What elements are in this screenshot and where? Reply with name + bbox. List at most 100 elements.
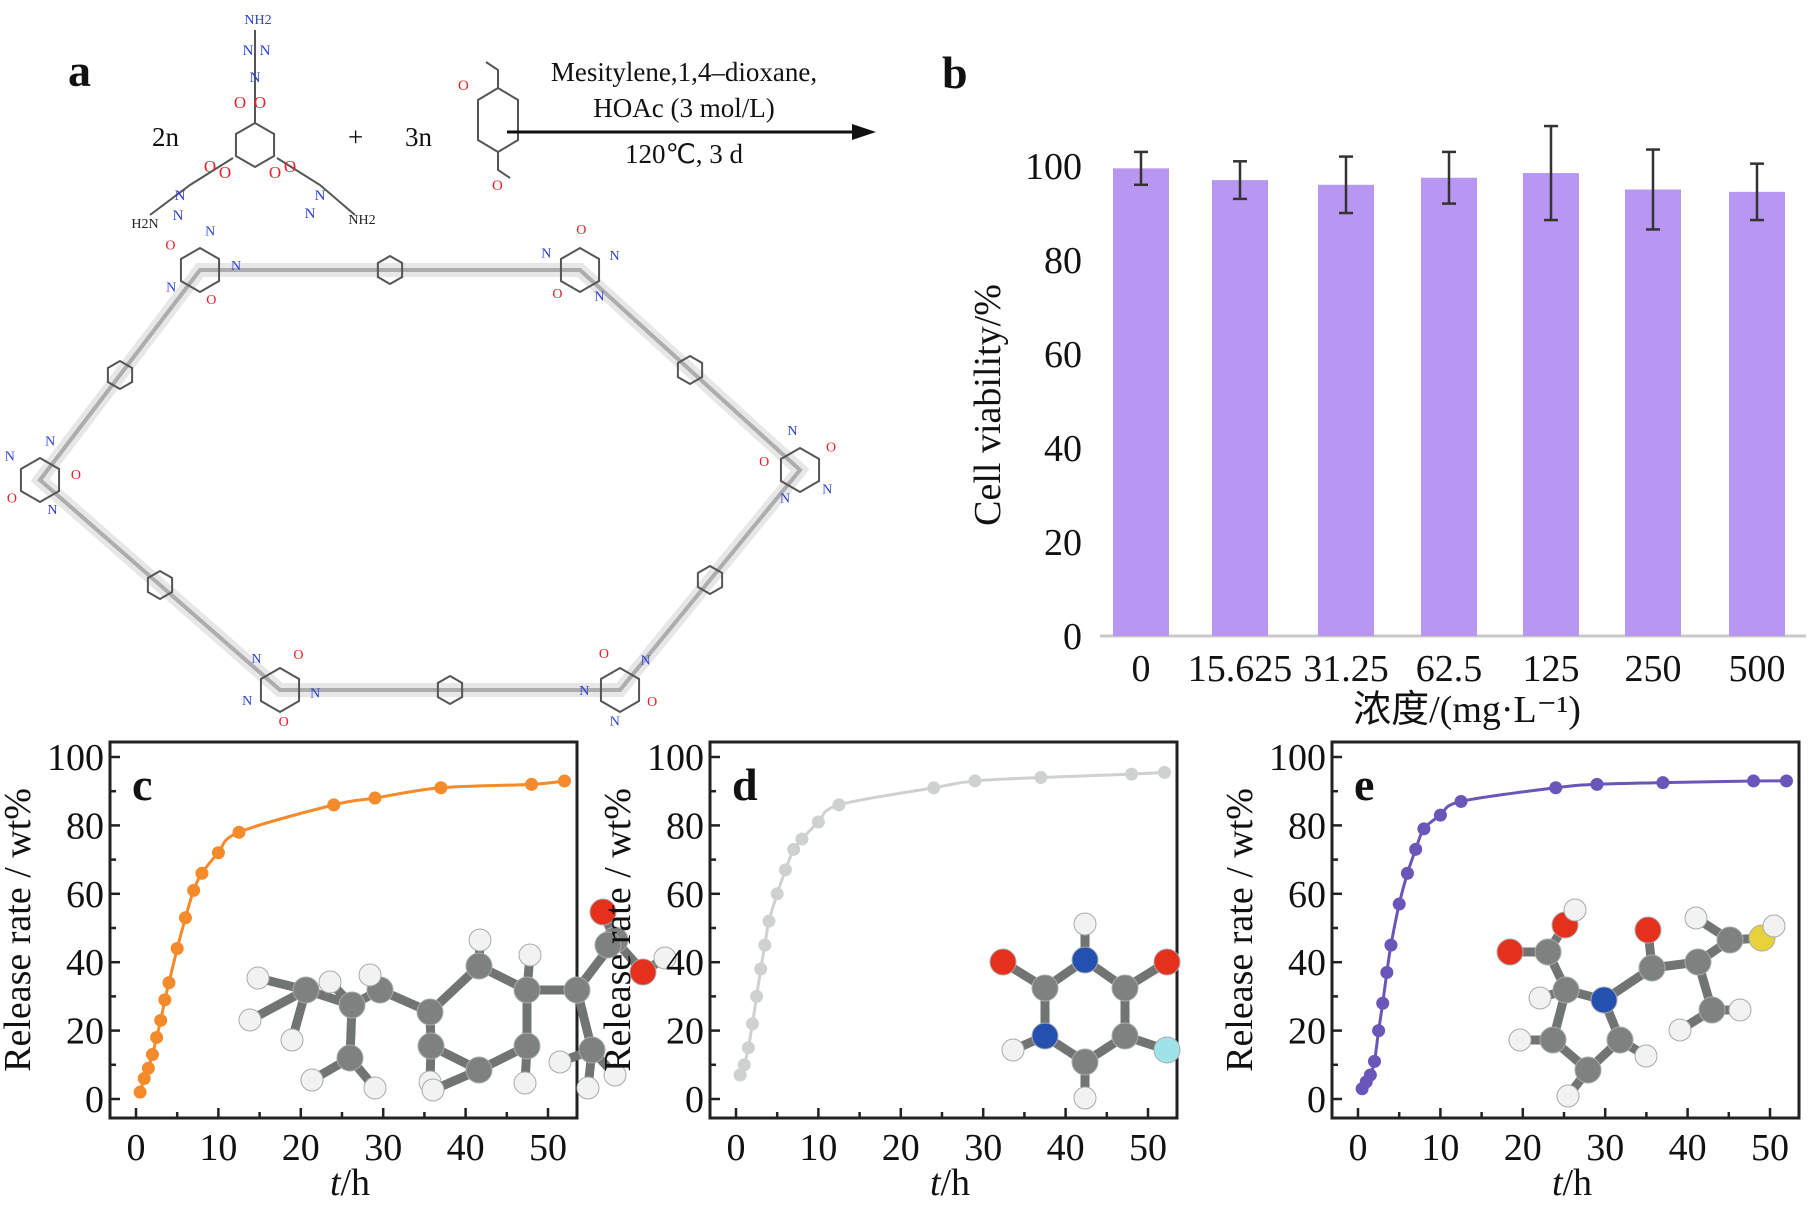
atom	[238, 1008, 262, 1032]
data-point	[927, 781, 941, 795]
data-point	[1433, 808, 1447, 822]
atom-label: O	[576, 223, 586, 238]
atom-label: N	[205, 224, 215, 239]
data-point	[158, 993, 172, 1007]
atom	[1634, 1044, 1658, 1068]
atom	[1556, 1084, 1580, 1108]
atom-label: O	[279, 715, 289, 730]
plus-sign: +	[348, 122, 363, 152]
atom	[1534, 938, 1562, 966]
y-tick-label: 0	[685, 1079, 704, 1121]
atom-label: N	[310, 687, 320, 702]
atom	[1153, 1036, 1181, 1064]
atom	[513, 976, 541, 1004]
x-axis-label-unit: /h	[1563, 1162, 1593, 1204]
data-point	[211, 846, 225, 860]
y-tick-label: 60	[1044, 334, 1082, 376]
atom-label: NH2	[348, 213, 375, 228]
y-tick-label: 80	[1044, 240, 1082, 282]
atom-label: N	[780, 492, 790, 507]
y-axis-label: Release rate / wt%	[1219, 788, 1261, 1072]
terephthalaldehyde-structure: OO	[458, 61, 519, 194]
atom	[1716, 926, 1744, 954]
data-point	[754, 962, 768, 976]
atom	[1071, 1048, 1099, 1076]
panel-label-a: a	[68, 45, 91, 96]
atom-label: N	[541, 246, 551, 261]
atom-label: N	[243, 43, 254, 59]
data-point	[195, 866, 209, 880]
data-point	[832, 798, 846, 812]
y-tick-label: 20	[1288, 1011, 1326, 1053]
atom	[513, 1071, 537, 1095]
fluorouracil-molecule-inset	[989, 912, 1181, 1110]
x-axis-label: t/h	[1552, 1162, 1592, 1204]
atom	[1552, 976, 1580, 1004]
captopril-molecule-inset	[1496, 898, 1786, 1108]
atom	[1073, 1086, 1097, 1110]
atom	[576, 1076, 600, 1100]
bar	[1729, 191, 1785, 636]
atom-label: O	[165, 238, 175, 253]
y-tick-label: 0	[85, 1079, 104, 1121]
atom-label: O	[492, 178, 503, 194]
atom	[1071, 946, 1099, 974]
x-tick-label: 50	[1129, 1127, 1167, 1169]
atom-label: O	[759, 455, 769, 470]
atom	[594, 931, 622, 959]
atom	[589, 898, 617, 926]
x-axis-label: 浓度/(mg·L⁻¹)	[1353, 689, 1581, 731]
panel-label-e: e	[1354, 759, 1374, 810]
atom	[318, 970, 342, 994]
atom-label: O	[204, 157, 216, 176]
reactant2-coefficient: 3n	[405, 122, 433, 152]
data-point	[968, 774, 982, 788]
x-tick-label: 30	[964, 1127, 1002, 1169]
x-tick-label: 20	[882, 1127, 920, 1169]
atom	[1728, 998, 1752, 1022]
atom-label: H2N	[131, 217, 158, 232]
atom	[629, 958, 657, 986]
atom-label: O	[293, 648, 303, 663]
atom	[653, 946, 677, 970]
plot-frame	[1330, 740, 1801, 1120]
atom-label: N	[45, 434, 55, 449]
data-point	[1367, 1054, 1381, 1068]
data-point	[733, 1068, 747, 1082]
x-axis-label-variable: t	[330, 1162, 342, 1204]
bar	[1113, 168, 1169, 636]
bar	[1625, 189, 1681, 636]
y-tick-label: 60	[1288, 874, 1326, 916]
x-axis-label: t/h	[330, 1162, 370, 1204]
data-point	[758, 938, 772, 952]
panel-label-d: d	[732, 759, 758, 810]
data-point	[811, 815, 825, 829]
atom	[338, 991, 366, 1019]
atom	[465, 1056, 493, 1084]
x-axis-label-unit: /h	[941, 1162, 971, 1204]
data-point	[1363, 1068, 1377, 1082]
error-bar	[1544, 124, 1558, 222]
atom	[1638, 954, 1666, 982]
error-bar	[1233, 160, 1247, 201]
bar	[1421, 177, 1477, 636]
atom	[1590, 986, 1618, 1014]
reactant1-coefficient: 2n	[152, 122, 180, 152]
atom	[1563, 898, 1587, 922]
atom	[1762, 914, 1786, 938]
x-tick-label: 40	[1669, 1127, 1707, 1169]
bar	[1212, 180, 1268, 636]
data-point	[327, 798, 341, 812]
y-tick-label: 20	[66, 1011, 104, 1053]
atom	[1031, 974, 1059, 1002]
x-axis-label-variable: t	[1552, 1162, 1564, 1204]
x-tick-label: 40	[447, 1127, 485, 1169]
atom	[518, 943, 542, 967]
data-point	[787, 842, 801, 856]
panel-label-c: c	[132, 759, 152, 810]
atom	[292, 976, 320, 1004]
atom-label: N	[305, 206, 316, 222]
x-axis-label: t/h	[930, 1162, 970, 1204]
data-point	[162, 976, 176, 990]
x-tick-label: 10	[1421, 1127, 1459, 1169]
